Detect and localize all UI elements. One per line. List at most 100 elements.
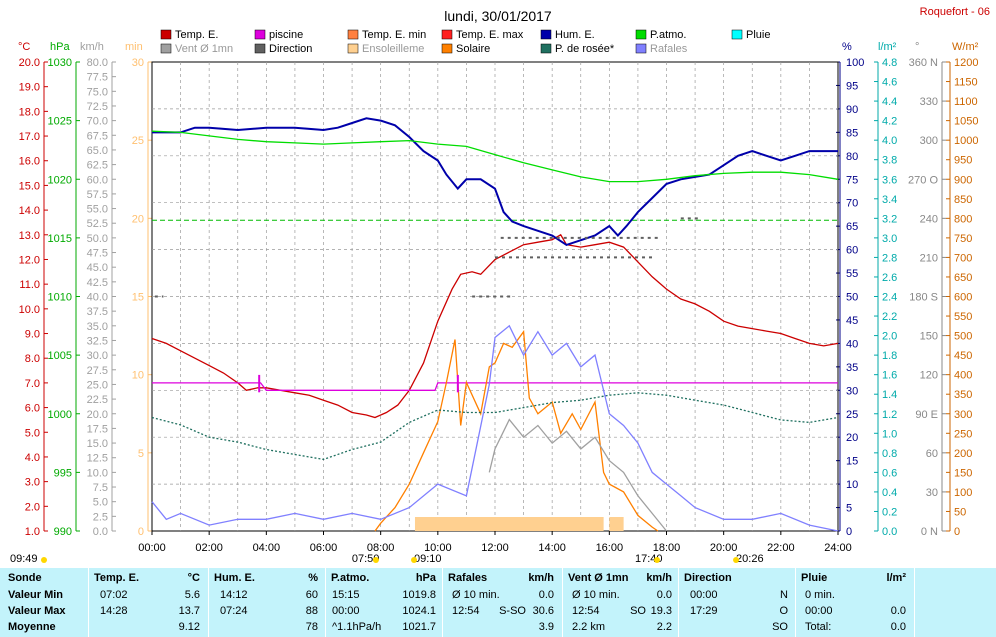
summary-column-divider bbox=[795, 568, 796, 637]
temp-axis-tick-label: 18.0 bbox=[19, 106, 40, 118]
legend-swatch bbox=[540, 43, 552, 54]
wind-axis-tick-label: 70.0 bbox=[87, 116, 108, 128]
dir-axis-tick-label: 150 bbox=[920, 331, 938, 343]
summary-temp-time: 14:28 bbox=[100, 605, 128, 617]
hum-axis-tick-label: 10 bbox=[846, 479, 858, 491]
summary-hum-value: 60 bbox=[305, 589, 318, 601]
hum-axis-tick-label: 45 bbox=[846, 315, 858, 327]
dir-axis-tick-label: 60 bbox=[926, 448, 938, 460]
legend-swatch bbox=[731, 29, 743, 40]
summary-temp-time: 07:02 bbox=[100, 589, 128, 601]
rain-axis-tick-label: 4.8 bbox=[882, 57, 897, 69]
hum-axis-tick-label: 5 bbox=[846, 503, 852, 515]
hum-axis-tick-label: 55 bbox=[846, 268, 858, 280]
solar-axis-tick-label: 250 bbox=[954, 428, 972, 440]
legend-label: Direction bbox=[269, 43, 312, 55]
rain-axis-tick-label: 3.0 bbox=[882, 233, 897, 245]
summary-temp-value: 9.12 bbox=[178, 621, 200, 633]
solar-axis-tick-label: 600 bbox=[954, 292, 972, 304]
solar-axis-tick-label: 550 bbox=[954, 311, 972, 323]
summary-rain-time: Total: bbox=[805, 621, 832, 633]
temp-axis-tick-label: 12.0 bbox=[19, 254, 40, 266]
solar-axis-tick-label: 1050 bbox=[954, 116, 978, 128]
solar-axis-tick-label: 750 bbox=[954, 233, 972, 245]
legend-swatch bbox=[635, 29, 647, 40]
rain-axis-tick-label: 4.6 bbox=[882, 77, 897, 89]
legend-label: piscine bbox=[269, 29, 303, 41]
x-tick-label: 06:00 bbox=[310, 542, 338, 554]
rain-axis-tick-label: 0.6 bbox=[882, 467, 897, 479]
legend-label: Temp. E. max bbox=[456, 29, 524, 41]
legend-swatch bbox=[160, 43, 172, 54]
summary-rain-time: 0 min. bbox=[805, 589, 835, 601]
x-tick-label: 16:00 bbox=[596, 542, 624, 554]
temp-axis-tick-label: 1.0 bbox=[25, 526, 40, 538]
summary-header-gust-unit: km/h bbox=[528, 572, 554, 584]
sunshine-block bbox=[414, 517, 604, 531]
summary-header-press-unit: hPa bbox=[415, 572, 436, 584]
x-tick-label: 12:00 bbox=[481, 542, 509, 554]
sun-marker-dot bbox=[411, 557, 418, 563]
sun-marker-dot bbox=[733, 557, 740, 563]
legend-swatch bbox=[540, 29, 552, 40]
summary-table: Sonde Temp. E. °C Hum. E.% P.atmo. hPa Rafales… bbox=[0, 568, 996, 637]
summary-wind-time: Ø 10 min. bbox=[572, 589, 620, 601]
summary-header-temp-unit: °C bbox=[187, 572, 200, 584]
legend-label: Hum. E. bbox=[555, 29, 595, 41]
legend: Temp. E. piscine Temp. E. min Temp. E. max H… bbox=[160, 29, 770, 55]
legend-label: Pluie bbox=[746, 29, 770, 41]
sun-marker-dot bbox=[653, 557, 660, 563]
summary-rain-value: 0.0 bbox=[890, 621, 906, 633]
wind-unit-label: km/h bbox=[80, 41, 104, 53]
hum-axis-tick-label: 100 bbox=[846, 57, 864, 69]
hum-axis-tick-label: 0 bbox=[846, 526, 852, 538]
x-tick-label: 18:00 bbox=[653, 542, 681, 554]
dir-axis-tick-label: 330 bbox=[920, 96, 938, 108]
summary-column-divider bbox=[678, 568, 679, 637]
wind-axis-tick-label: 77.5 bbox=[87, 72, 108, 84]
rain-axis-tick-label: 2.2 bbox=[882, 311, 897, 323]
x-tick-label: 00:00 bbox=[138, 542, 166, 554]
series-p-de-ros-e bbox=[151, 392, 839, 461]
rain-axis-tick-label: 3.6 bbox=[882, 174, 897, 186]
sunshine-block bbox=[609, 517, 624, 531]
legend-label: Solaire bbox=[456, 43, 490, 55]
solar-axis-tick-label: 800 bbox=[954, 213, 972, 225]
solar-axis-tick-label: 1200 bbox=[954, 57, 978, 69]
solar-axis-tick-label: 0 bbox=[954, 526, 960, 538]
summary-header-wind: Vent Ø 1mn bbox=[568, 572, 629, 584]
rain-unit-label: l/m² bbox=[878, 41, 897, 53]
legend-swatch bbox=[441, 29, 453, 40]
hum-axis-tick-label: 50 bbox=[846, 292, 858, 304]
rain-axis-tick-label: 2.4 bbox=[882, 292, 897, 304]
hum-axis-tick-label: 90 bbox=[846, 104, 858, 116]
hum-axis-tick-label: 35 bbox=[846, 362, 858, 374]
legend-label: P. de rosée* bbox=[555, 43, 615, 55]
weather-chart: lundi, 30/01/2017 Roquefort - 06 Temp. E… bbox=[10, 6, 990, 565]
summary-dir-value: N bbox=[780, 589, 788, 601]
summary-wind-value: 2.2 bbox=[656, 621, 672, 633]
temp-axis-tick-label: 17.0 bbox=[19, 131, 40, 143]
wind-axis-tick-label: 50.0 bbox=[87, 233, 108, 245]
summary-wind-time: 12:54 bbox=[572, 605, 600, 617]
temp-axis-tick-label: 10.0 bbox=[19, 304, 40, 316]
solar-axis-tick-label: 700 bbox=[954, 252, 972, 264]
hum-axis-tick-label: 30 bbox=[846, 385, 858, 397]
summary-wind-time: 2.2 km bbox=[572, 621, 606, 633]
x-tick-label: 02:00 bbox=[195, 542, 223, 554]
summary-dir-time: 17:29 bbox=[690, 605, 718, 617]
solar-axis-tick-label: 650 bbox=[954, 272, 972, 284]
solar-axis-tick-label: 1000 bbox=[954, 135, 978, 147]
dir-axis-tick-label: 240 bbox=[920, 213, 938, 225]
x-tick-label: 04:00 bbox=[253, 542, 281, 554]
hum-axis-tick-label: 75 bbox=[846, 174, 858, 186]
rain-axis-tick-label: 4.4 bbox=[882, 96, 897, 108]
temp-axis-tick-label: 15.0 bbox=[19, 180, 40, 192]
wind-axis-tick-label: 67.5 bbox=[87, 130, 108, 142]
wind-axis-tick-label: 80.0 bbox=[87, 57, 108, 69]
legend-swatch bbox=[254, 29, 266, 40]
summary-rain-time: 00:00 bbox=[805, 605, 833, 617]
legend-swatch bbox=[160, 29, 172, 40]
chart-title: lundi, 30/01/2017 bbox=[444, 8, 552, 24]
summary-gust-value: 0.0 bbox=[538, 589, 554, 601]
